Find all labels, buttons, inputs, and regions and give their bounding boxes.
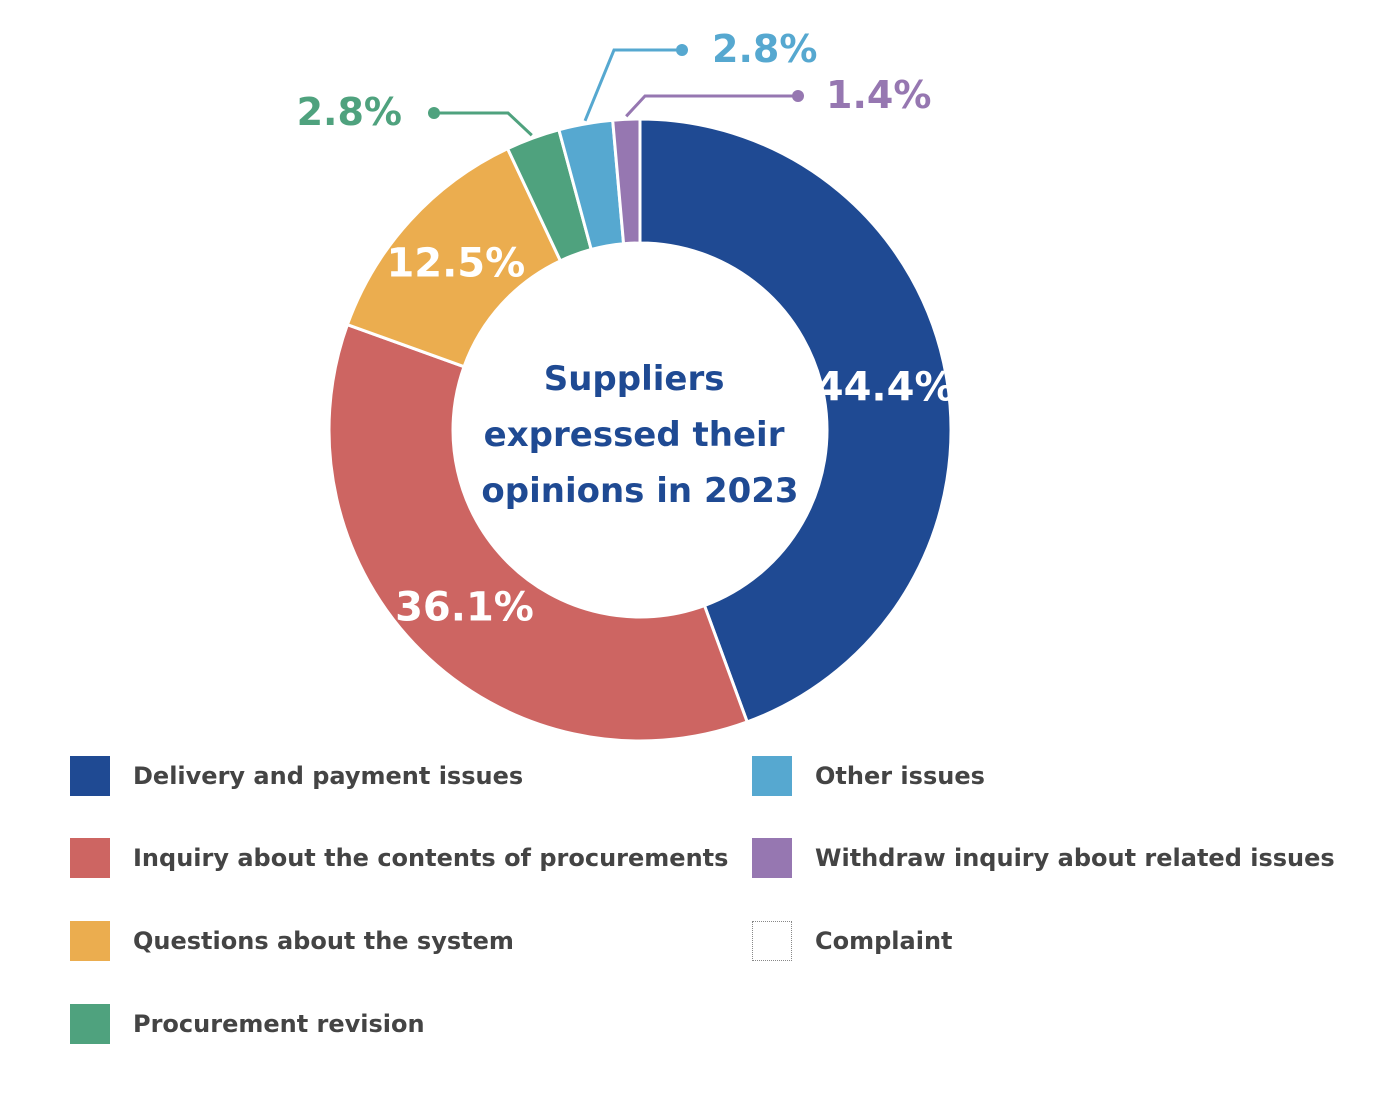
donut-chart: 44.4%36.1%12.5%2.8%2.8%1.4% Suppliers ex… xyxy=(296,27,955,743)
legend-item-delivery: Delivery and payment issues xyxy=(70,756,523,796)
legend-label: Other issues xyxy=(815,762,985,790)
legend-item-revision: Procurement revision xyxy=(70,1004,425,1044)
slice-label: 44.4% xyxy=(816,364,955,410)
slice-label: 36.1% xyxy=(395,585,534,631)
callout-dot xyxy=(676,44,688,56)
center-title-line-1: Suppliers xyxy=(544,359,725,399)
legend-item-complaint: Complaint xyxy=(752,921,953,961)
legend-label: Delivery and payment issues xyxy=(133,762,524,790)
callout-line xyxy=(583,48,682,122)
callout-label: 2.8% xyxy=(712,27,817,71)
legend-swatch xyxy=(70,1004,110,1044)
center-title-line-3: opinions in 2023 xyxy=(481,471,798,511)
chart-slices xyxy=(327,117,953,743)
legend-swatch xyxy=(752,921,792,961)
callout-label: 1.4% xyxy=(826,73,931,117)
callout-label: 2.8% xyxy=(297,90,402,134)
callout-dot xyxy=(792,90,804,102)
legend-label: Inquiry about the contents of procuremen… xyxy=(133,844,729,872)
legend-swatch xyxy=(752,756,792,796)
chart-legend: Delivery and payment issues Inquiry abou… xyxy=(70,756,1370,1056)
legend-swatch xyxy=(70,838,110,878)
slice-delivery-and-payment-issues xyxy=(638,117,953,724)
legend-label: Procurement revision xyxy=(133,1010,425,1038)
slice-inquiry-about-the-contents-of-procurements xyxy=(327,322,750,743)
legend-item-withdraw: Withdraw inquiry about related issues xyxy=(752,838,1335,878)
center-title: Suppliers expressed their opinions in 20… xyxy=(481,359,798,511)
legend-swatch xyxy=(70,921,110,961)
callout-dot xyxy=(428,107,440,119)
legend-item-inquiry: Inquiry about the contents of procuremen… xyxy=(70,838,728,878)
legend-label: Complaint xyxy=(815,927,953,955)
callout-line xyxy=(434,111,533,137)
chart-slice-labels: 44.4%36.1%12.5%2.8%2.8%1.4% xyxy=(297,27,955,631)
legend-item-other: Other issues xyxy=(752,756,985,796)
legend-swatch xyxy=(70,756,110,796)
slice-withdraw-inquiry-about-related-issues xyxy=(611,117,642,246)
slice-label: 12.5% xyxy=(386,240,525,286)
legend-label: Withdraw inquiry about related issues xyxy=(815,844,1335,872)
callout-line xyxy=(625,94,798,118)
legend-item-system: Questions about the system xyxy=(70,921,514,961)
legend-label: Questions about the system xyxy=(133,927,514,955)
center-title-line-2: expressed their xyxy=(484,415,785,455)
legend-swatch xyxy=(752,838,792,878)
chart-callouts xyxy=(428,44,804,137)
